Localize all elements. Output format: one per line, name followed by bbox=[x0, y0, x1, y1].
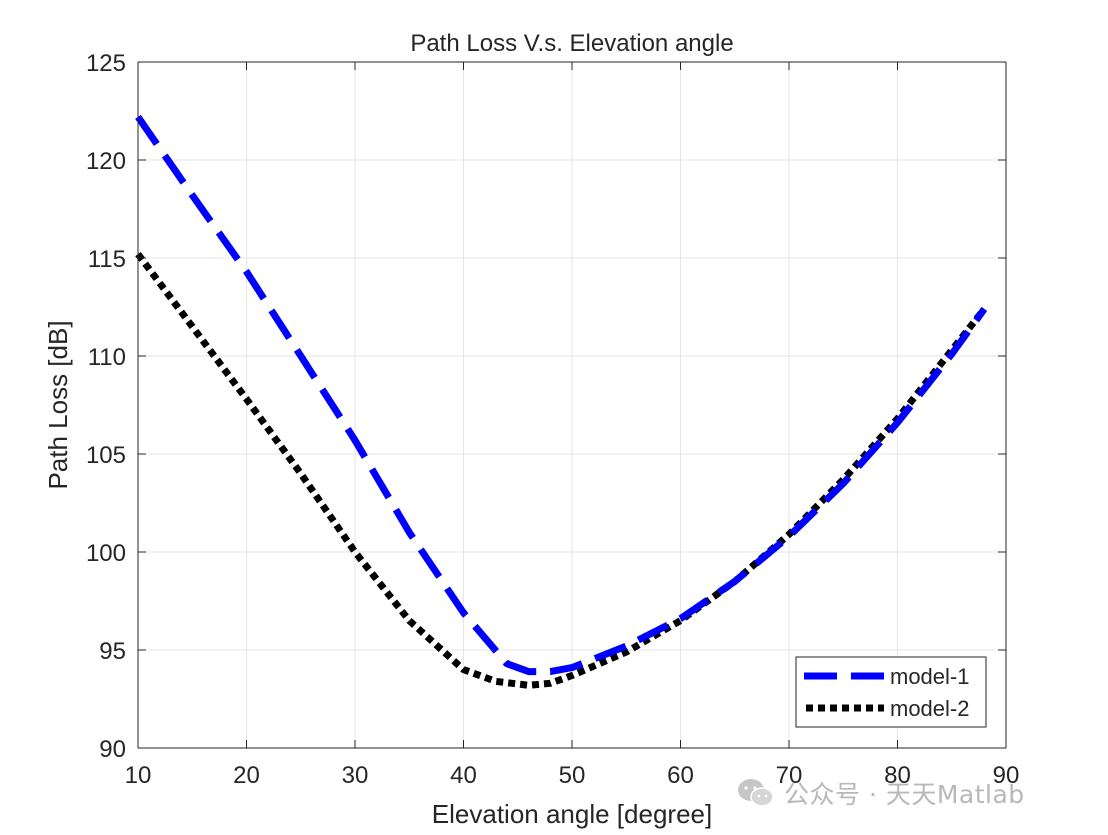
legend-label-model-2: model-2 bbox=[890, 696, 969, 721]
series-line-model-1 bbox=[135, 114, 988, 676]
x-tick-label: 10 bbox=[125, 762, 152, 789]
y-tick-label: 100 bbox=[86, 540, 126, 567]
x-tick-label: 20 bbox=[233, 762, 260, 789]
y-axis-label: Path Loss [dB] bbox=[43, 320, 73, 489]
y-tick-label: 110 bbox=[88, 344, 126, 371]
watermark-text: 公众号 · 天天Matlab bbox=[784, 780, 1025, 809]
legend-box bbox=[795, 656, 987, 728]
grid-lines bbox=[138, 62, 1006, 748]
legend-label-model-1: model-1 bbox=[890, 664, 969, 689]
wechat-icon bbox=[738, 779, 774, 807]
x-tick-label: 60 bbox=[667, 762, 694, 789]
y-tick-label: 90 bbox=[99, 736, 126, 763]
series-layer bbox=[135, 114, 988, 689]
axes-layer: 10 20 30 40 50 60 70 80 90 90 95 100 105 110 115 120 125 bbox=[86, 50, 1019, 789]
y-tick-label: 120 bbox=[86, 148, 126, 175]
x-tick-label: 90 bbox=[993, 762, 1020, 789]
x-tick-label: 40 bbox=[450, 762, 477, 789]
watermark: 公众号 · 天天Matlab bbox=[736, 776, 1025, 810]
y-tick-label: 125 bbox=[86, 50, 126, 77]
x-axis-label: Elevation angle [degree] bbox=[432, 799, 712, 829]
chart-title: Path Loss V.s. Elevation angle bbox=[410, 30, 733, 57]
y-tick-label: 95 bbox=[99, 638, 126, 665]
y-tick-label: 115 bbox=[88, 246, 126, 273]
x-tick-label: 70 bbox=[776, 762, 803, 789]
x-tick-label: 30 bbox=[342, 762, 369, 789]
legend[interactable]: model-1 model-2 bbox=[795, 656, 987, 728]
x-tick-label: 50 bbox=[559, 762, 586, 789]
series-line-model-2 bbox=[135, 252, 988, 689]
x-tick-label: 80 bbox=[884, 762, 911, 789]
y-tick-label: 105 bbox=[86, 442, 126, 469]
